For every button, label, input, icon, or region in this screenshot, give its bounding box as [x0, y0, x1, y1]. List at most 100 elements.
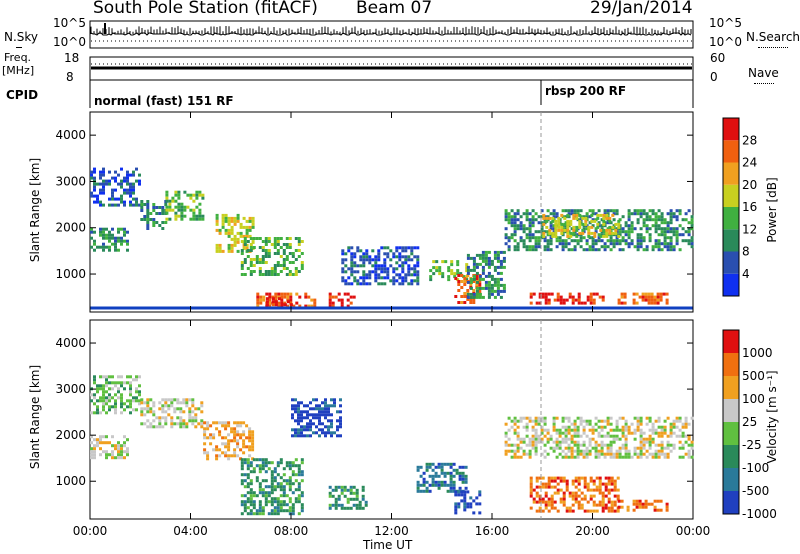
power-colorbar-tick-1: 8 [742, 245, 750, 259]
vel-region-1 [90, 375, 141, 415]
power-colorbar-swatch-2 [723, 229, 739, 252]
power-colorbar-swatch-1 [723, 251, 739, 274]
power-colorbar-tick-0: 4 [742, 267, 750, 281]
velocity-colorbar: 1000 500 100 25 -25 -100 -500 -1000 [722, 329, 777, 521]
xtick-label-3: 12:00 [374, 524, 409, 538]
power-ytick-label-1: 2000 [55, 221, 86, 235]
power-colorbar-label: Power [dB] [765, 177, 779, 243]
power-region-12 [466, 250, 506, 299]
cpid-segment-2: rbsp 200 RF [545, 84, 627, 98]
freq-panel-frame [89, 56, 694, 81]
vel-colorbar-tick-3: 25 [742, 415, 757, 429]
vel-ytick-label-3: 4000 [55, 336, 86, 350]
power-region-10 [429, 260, 469, 282]
nsearch-legend-line [758, 47, 788, 48]
power-colorbar-swatch-7 [723, 118, 739, 141]
nsky-trace [90, 32, 692, 36]
vel-ytick-label-1: 2000 [55, 428, 86, 442]
power-colorbar-tick-2: 12 [742, 222, 757, 236]
xtick-label-1: 04:00 [173, 524, 208, 538]
vel-colorbar-swatch-4 [723, 399, 739, 422]
vel-region-3 [203, 421, 255, 461]
date-title: 29/Jan/2014 [590, 0, 693, 18]
vel-colorbar-tick-5: -100 [742, 461, 769, 475]
vel-colorbar-tick-1: 500 [742, 369, 765, 383]
vel-colorbar-swatch-1 [723, 468, 739, 491]
vel-region-11 [617, 499, 669, 512]
vel-colorbar-swatch-7 [723, 330, 739, 353]
beam-title: Beam 07 [356, 0, 433, 18]
power-colorbar-swatch-0 [723, 273, 739, 296]
power-region-9 [341, 246, 420, 286]
vel-region-2 [140, 398, 204, 429]
power-region-15 [529, 292, 605, 305]
time-axis: 00:00 04:00 08:00 12:00 16:00 20:00 00:00 [73, 112, 710, 538]
noise-tick-bottom-right: 10^0 [709, 35, 742, 49]
freq-tick-bottom: 8 [66, 70, 74, 84]
cpid-segment-1: normal (fast) 151 RF [94, 94, 234, 108]
power-region-8 [328, 292, 356, 308]
vel-colorbar-swatch-5 [723, 376, 739, 399]
vel-ytick-label-0: 1000 [55, 474, 86, 488]
vel-colorbar-tick-0: 1000 [742, 346, 773, 360]
power-colorbar-tick-5: 24 [742, 156, 757, 170]
power-ylabel: Slant Range [km] [28, 157, 42, 263]
freq-tick-top: 18 [64, 51, 80, 65]
power-region-5 [256, 292, 317, 308]
nave-tick-bottom: 0 [710, 70, 718, 84]
nave-tick-top: 60 [710, 51, 726, 65]
vel-region-7 [416, 462, 468, 493]
xtick-label-2: 08:00 [274, 524, 309, 538]
time-xlabel: Time UT [363, 538, 413, 552]
nsky-label: N.Sky [4, 30, 39, 44]
velocity-colorbar-label: Velocity [m s⁻¹] [765, 370, 779, 464]
power-colorbar-tick-4: 20 [742, 178, 757, 192]
vel-colorbar-tick-2: 100 [742, 392, 765, 406]
power-colorbar: 4 8 12 16 20 24 28 [722, 117, 757, 297]
vel-colorbar-swatch-6 [723, 353, 739, 376]
power-ytick-label-0: 1000 [55, 267, 86, 281]
power-colorbar-swatch-3 [723, 207, 739, 230]
vel-colorbar-tick-4: -25 [742, 438, 762, 452]
power-region-7 [240, 237, 304, 276]
freq-unit-label: [MHz] [2, 64, 35, 77]
xtick-label-0: 00:00 [73, 524, 108, 538]
vel-colorbar-tick-7: -1000 [742, 507, 777, 521]
xtick-label-4: 16:00 [475, 524, 510, 538]
power-colorbar-tick-3: 16 [742, 200, 757, 214]
power-region-0 [90, 227, 129, 252]
velocity-y-axis: 1000 2000 3000 4000 [55, 336, 693, 488]
power-colorbar-swatch-6 [723, 140, 739, 163]
station-title: South Pole Station (fitACF) [93, 0, 318, 18]
noise-panel-frame [89, 20, 694, 49]
power-colorbar-swatch-4 [723, 184, 739, 207]
vel-colorbar-frame [722, 329, 740, 515]
vel-region-4 [240, 458, 304, 516]
power-region-1 [90, 167, 141, 207]
nsky-spikes [90, 23, 692, 34]
vel-region-9 [504, 416, 694, 459]
velocity-ylabel: Slant Range [km] [28, 364, 42, 470]
vel-colorbar-swatch-3 [723, 422, 739, 445]
power-data [90, 167, 694, 308]
power-region-13 [504, 209, 694, 252]
vel-colorbar-swatch-2 [723, 445, 739, 468]
vel-region-6 [328, 485, 368, 510]
power-colorbar-frame [722, 117, 740, 297]
vel-region-8 [454, 490, 482, 515]
power-region-3 [165, 190, 205, 221]
freq-label: Freq. [4, 51, 32, 64]
xtick-label-5: 20:00 [575, 524, 610, 538]
power-colorbar-tick-6: 28 [742, 133, 757, 147]
power-region-16 [617, 292, 669, 305]
power-y-axis: 1000 2000 3000 4000 [55, 128, 693, 281]
power-ytick-label-2: 3000 [55, 174, 86, 188]
cpid-label: CPID [6, 88, 39, 102]
noise-tick-top-right: 10^5 [709, 16, 742, 30]
nave-label: Nave [748, 66, 779, 80]
noise-tick-bottom-left: 10^0 [53, 35, 86, 49]
power-region-4 [215, 213, 255, 253]
nsky-legend-line [16, 47, 22, 48]
vel-ytick-label-2: 3000 [55, 382, 86, 396]
